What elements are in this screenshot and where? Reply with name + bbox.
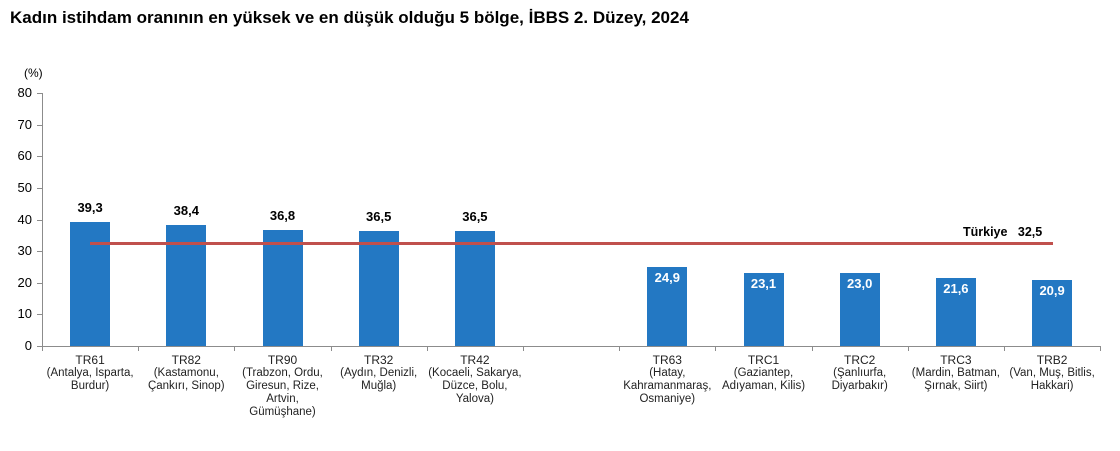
y-tick-mark	[37, 124, 42, 126]
category-code: TRB2	[1036, 353, 1068, 367]
category-code: TR90	[267, 353, 298, 367]
y-tick-mark	[37, 93, 42, 94]
y-tick-label: 10	[17, 306, 32, 322]
x-tick-mark	[42, 346, 43, 351]
category-code: TR61	[75, 353, 105, 367]
bar-trc2	[839, 273, 880, 346]
category-provinces: (Gaziantep, Adıyaman, Kilis)	[721, 367, 806, 392]
bar-value-label: 23,1	[750, 275, 777, 291]
x-tick-mark	[715, 346, 717, 351]
bar-value-label: 36,5	[366, 208, 392, 224]
y-tick-mark	[37, 282, 42, 284]
category-code: TRC3	[940, 353, 972, 367]
x-tick-mark	[1004, 346, 1005, 351]
y-tick-label: 40	[17, 211, 32, 227]
y-tick-mark	[37, 251, 42, 253]
y-axis-unit: (%)	[24, 66, 43, 80]
bar-tr32	[358, 230, 399, 346]
y-tick-mark	[37, 346, 42, 347]
category-label: TRC2 (Şanlıurfa, Diyarbakır)	[812, 354, 908, 393]
bar-trb2	[1032, 279, 1073, 346]
turkiye-average-label: Türkiye 32,5	[963, 225, 1043, 240]
category-label: TR32 (Aydın, Denizli, Muğla)	[331, 354, 427, 393]
bar-value-label: 36,5	[462, 208, 488, 224]
x-tick-mark	[811, 346, 813, 351]
y-tick-label: 20	[17, 274, 32, 290]
category-provinces: (Şanlıurfa, Diyarbakır)	[831, 367, 888, 392]
bar-trc3	[935, 277, 976, 346]
y-tick-mark	[37, 314, 42, 316]
category-code: TR82	[171, 353, 201, 367]
x-tick-mark	[426, 346, 428, 351]
y-tick-label: 30	[17, 243, 32, 259]
y-tick-label: 80	[17, 85, 32, 100]
category-provinces: (Kastamonu, Çankırı, Sinop)	[147, 367, 225, 392]
chart-title: Kadın istihdam oranının en yüksek ve en …	[10, 8, 689, 27]
category-code: TR42	[460, 353, 490, 367]
category-provinces: (Hatay, Kahramanmaraş, Osmaniye)	[623, 367, 712, 405]
bar-value-label: 24,9	[654, 270, 680, 286]
y-tick-mark	[37, 156, 42, 158]
y-tick-label: 50	[17, 179, 32, 195]
bar-value-label: 39,3	[77, 199, 103, 215]
bar-tr42	[454, 230, 495, 346]
category-label: TRC3 (Mardin, Batman, Şırnak, Siirt)	[908, 354, 1004, 393]
bar-value-label: 36,8	[269, 207, 296, 223]
x-tick-mark	[619, 346, 621, 351]
category-label: TR82 (Kastamonu, Çankırı, Sinop)	[138, 354, 234, 393]
category-code: TRC1	[747, 353, 780, 367]
y-axis	[42, 93, 43, 347]
category-label: TR63 (Hatay, Kahramanmaraş, Osmaniye)	[619, 354, 715, 406]
x-tick-mark	[907, 346, 909, 351]
bar-trc1	[743, 272, 784, 346]
category-label: TR90 (Trabzon, Ordu, Giresun, Rize, Artvi…	[235, 354, 331, 419]
x-tick-mark	[330, 346, 332, 351]
bar-value-label: 23,0	[847, 276, 873, 292]
x-tick-mark	[138, 346, 140, 351]
bar-value-label: 21,6	[943, 280, 969, 296]
category-provinces: (Aydın, Denizli, Muğla)	[340, 367, 418, 392]
y-tick-mark	[37, 187, 42, 189]
x-tick-mark	[234, 346, 236, 351]
y-tick-mark	[37, 219, 42, 221]
category-code: TRC2	[844, 353, 876, 367]
turkiye-average-line	[90, 242, 1053, 246]
category-provinces: (Mardin, Batman, Şırnak, Siirt)	[911, 367, 1000, 392]
y-tick-label: 70	[17, 116, 32, 132]
category-label: TRC1 (Gaziantep, Adıyaman, Kilis)	[716, 354, 812, 393]
x-tick-mark	[1100, 346, 1102, 351]
category-label: TR42 (Kocaeli, Sakarya, Düzce, Bolu, Yalo…	[427, 354, 523, 406]
category-provinces: (Antalya, Isparta, Burdur)	[46, 367, 134, 392]
y-tick-label: 60	[17, 148, 32, 164]
x-tick-mark	[523, 346, 524, 351]
category-code: TR32	[364, 353, 394, 367]
bar-tr90	[262, 229, 303, 346]
bar-tr63	[647, 267, 688, 346]
category-code: TR63	[652, 353, 682, 367]
category-label: TRB2 (Van, Muş, Bitlis, Hakkari)	[1004, 354, 1100, 393]
category-provinces: (Van, Muş, Bitlis, Hakkari)	[1009, 367, 1095, 392]
y-tick-label: 0	[24, 338, 32, 353]
category-label: TR61 (Antalya, Isparta, Burdur)	[42, 354, 138, 393]
category-provinces: (Kocaeli, Sakarya, Düzce, Bolu, Yalova)	[428, 367, 522, 405]
bar-tr61	[70, 221, 111, 346]
x-axis	[42, 346, 1100, 347]
bar-value-label: 38,4	[173, 202, 199, 218]
bar-value-label: 20,9	[1039, 282, 1065, 298]
category-provinces: (Trabzon, Ordu, Giresun, Rize, Artvin, G…	[242, 367, 323, 418]
